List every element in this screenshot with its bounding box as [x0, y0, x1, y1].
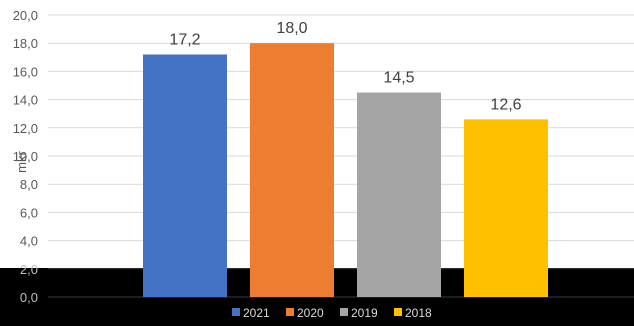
legend-label-2021: 2021 — [243, 306, 270, 320]
legend-label-2018: 2018 — [405, 306, 432, 320]
bar-2021 — [143, 54, 227, 298]
y-tick-label: 6,0 — [20, 205, 38, 220]
data-label-2019: 14,5 — [383, 70, 414, 87]
bar-2019 — [357, 92, 441, 297]
y-tick-label: 0,0 — [20, 290, 38, 305]
bar-2018 — [464, 119, 548, 297]
y-tick-label: 8,0 — [20, 177, 38, 192]
legend-swatch-2019 — [340, 308, 348, 316]
y-axis-title: mkr — [14, 151, 29, 173]
y-tick-label: 18,0 — [13, 36, 38, 51]
legend-swatch-2020 — [286, 308, 294, 316]
legend-label-2020: 2020 — [297, 306, 324, 320]
legend-swatch-2018 — [394, 308, 402, 316]
y-tick-label: 12,0 — [13, 121, 38, 136]
legend-swatch-2021 — [232, 308, 240, 316]
data-label-2021: 17,2 — [169, 31, 200, 48]
y-tick-label: 10,0 — [13, 149, 38, 164]
data-label-2020: 18,0 — [276, 20, 307, 37]
y-tick-label: 2,0 — [20, 262, 38, 277]
y-tick-label: 4,0 — [20, 234, 38, 249]
data-label-2018: 12,6 — [490, 96, 521, 113]
bar-2020 — [250, 43, 334, 298]
legend-label-2019: 2019 — [351, 306, 378, 320]
y-tick-label: 14,0 — [13, 93, 38, 108]
y-tick-label: 20,0 — [13, 8, 38, 23]
y-tick-label: 16,0 — [13, 64, 38, 79]
